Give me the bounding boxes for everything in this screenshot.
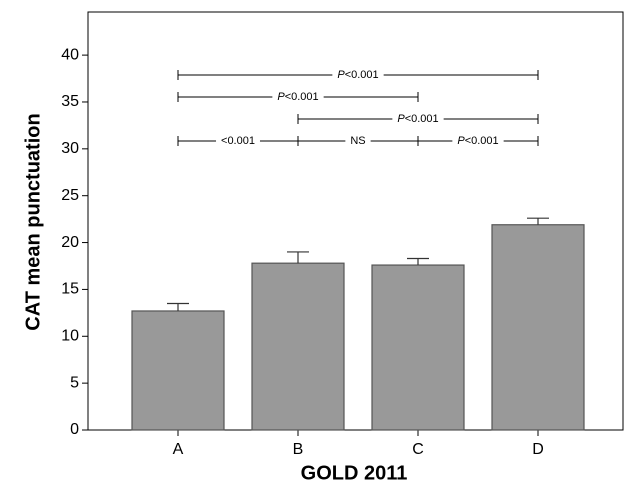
y-tick-label: 35	[61, 93, 79, 110]
y-tick-label: 40	[61, 46, 79, 63]
y-tick-label: 30	[61, 140, 79, 157]
y-tick-label: 10	[61, 327, 79, 344]
p-rest: <0.001	[465, 135, 499, 147]
y-tick-label: 25	[61, 187, 79, 204]
bracket-label-bg	[345, 134, 371, 147]
bar	[251, 262, 345, 431]
x-tick-label: A	[173, 441, 184, 458]
y-tick-label: 20	[61, 234, 79, 251]
bracket-label-bg	[216, 134, 260, 147]
comparison-label: P<0.001	[277, 91, 318, 103]
p-rest: <0.001	[285, 91, 319, 103]
p-symbol: P	[277, 91, 285, 103]
comparison-label: P<0.001	[397, 113, 438, 125]
y-tick-label: 0	[70, 421, 79, 438]
bracket-label-bg	[332, 68, 384, 81]
bar	[491, 224, 585, 431]
p-rest: <0.001	[405, 113, 439, 125]
y-tick-label: 5	[70, 374, 79, 391]
x-tick-label: D	[532, 441, 544, 458]
p-symbol: P	[457, 135, 465, 147]
comparison-label: P<0.001	[337, 69, 378, 81]
y-tick-label: 15	[61, 281, 79, 298]
bracket-label-bg	[392, 112, 444, 125]
p-symbol: P	[397, 113, 405, 125]
comparison-label: <0.001	[221, 135, 255, 147]
bar	[131, 310, 225, 431]
x-tick-label: C	[412, 441, 424, 458]
bracket-label-bg	[272, 90, 324, 103]
bar	[371, 264, 465, 431]
p-symbol: P	[337, 69, 345, 81]
plot-frame	[87, 11, 624, 431]
x-axis-title: GOLD 2011	[301, 462, 408, 484]
x-tick-label: B	[293, 441, 304, 458]
bracket-label-bg	[452, 134, 504, 147]
comparison-label: P<0.001	[457, 135, 498, 147]
comparison-label: NS	[350, 135, 365, 147]
y-axis-title: CAT mean punctuation	[22, 113, 44, 330]
p-rest: <0.001	[345, 69, 379, 81]
